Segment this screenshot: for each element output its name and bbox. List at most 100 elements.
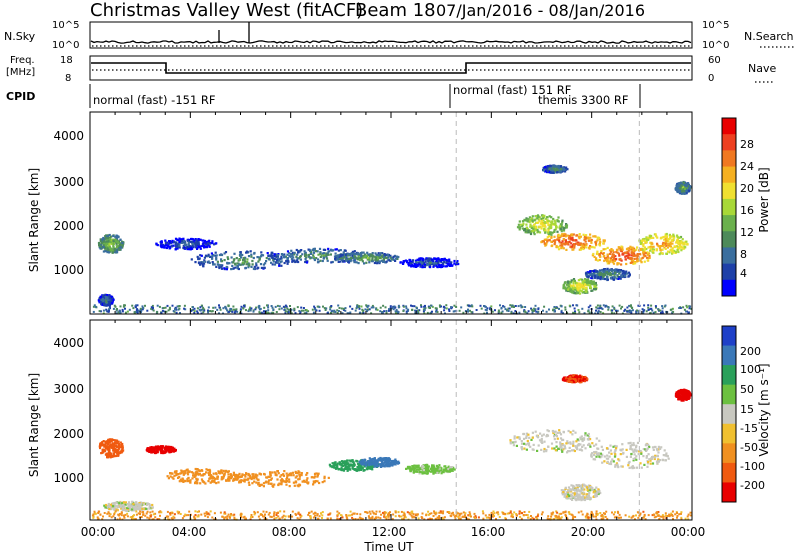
velocity-cell <box>116 440 118 442</box>
power-cell <box>378 254 380 256</box>
power-cell <box>527 219 529 221</box>
power-cell <box>219 254 221 256</box>
power-ground-cell <box>361 306 363 308</box>
cpid-panel: CPID normal (fast) -151 RF normal (fast)… <box>6 83 640 108</box>
power-ground-cell <box>383 310 385 312</box>
velocity-cell <box>276 478 278 480</box>
power-cell <box>250 266 252 268</box>
power-ground-cell <box>240 308 242 310</box>
power-cell <box>183 240 185 242</box>
power-cell <box>334 258 336 260</box>
power-cell <box>267 255 269 257</box>
velocity-cell <box>283 470 285 472</box>
power-cell <box>685 241 687 243</box>
power-cell <box>643 240 645 242</box>
power-cell <box>600 252 602 254</box>
power-cell <box>178 245 180 247</box>
power-cell <box>106 304 108 306</box>
power-cell <box>605 269 607 271</box>
power-cell <box>357 257 359 259</box>
power-ground-cell <box>689 307 691 309</box>
power-cell <box>378 252 380 254</box>
power-cell <box>646 257 648 259</box>
power-ground-cell <box>231 311 233 313</box>
power-cell <box>168 246 170 248</box>
power-ground-cell <box>208 306 210 308</box>
power-cell <box>106 235 108 237</box>
power-ground-cell <box>533 308 535 310</box>
power-ground-cell <box>183 308 185 310</box>
power-cell <box>345 260 347 262</box>
power-ground-cell <box>467 309 469 311</box>
power-ground-cell <box>377 309 379 311</box>
velocity-cell <box>285 478 287 480</box>
power-cell <box>236 257 238 259</box>
power-cell <box>327 254 329 256</box>
velocity-cell <box>387 458 389 460</box>
velocity-cell <box>298 471 300 473</box>
power-cell <box>558 240 560 242</box>
velocity-cell <box>207 480 209 482</box>
power-cell <box>636 246 638 248</box>
power-ground-cell <box>159 306 161 308</box>
power-cell <box>540 218 542 220</box>
power-cell <box>614 272 616 274</box>
velocity-cell <box>382 464 384 466</box>
power-ground-cell <box>407 309 409 311</box>
power-cell <box>684 188 686 190</box>
power-ground-cell <box>234 311 236 313</box>
power-cell <box>175 248 177 250</box>
power-cell <box>571 245 573 247</box>
power-ground-cell <box>201 309 203 311</box>
power-cell <box>209 243 211 245</box>
power-ground-cell <box>356 306 358 308</box>
power-cell <box>683 182 685 184</box>
power-ground-cell <box>537 308 539 310</box>
power-ground-cell <box>162 310 164 312</box>
power-cell <box>604 248 606 250</box>
power-cell <box>195 240 197 242</box>
velocity-cell <box>231 476 233 478</box>
power-ground-cell <box>483 305 485 307</box>
power-cell <box>603 240 605 242</box>
power-ground-cell <box>443 306 445 308</box>
power-cell <box>608 262 610 264</box>
power-cell <box>534 229 536 231</box>
power-cell <box>371 257 373 259</box>
power-cell <box>538 226 540 228</box>
power-ground-cell <box>542 310 544 312</box>
power-cell <box>592 253 594 255</box>
power-cell <box>537 231 539 233</box>
power-cell <box>246 261 248 263</box>
power-cell <box>425 261 427 263</box>
power-cell <box>297 251 299 253</box>
beam-label: Beam 18 <box>355 0 436 21</box>
freq-trace <box>91 63 691 73</box>
power-cell <box>169 241 171 243</box>
power-ground-cell <box>576 305 578 307</box>
power-cell <box>559 235 561 237</box>
power-cell <box>103 240 105 242</box>
power-cell <box>618 246 620 248</box>
velocity-cell <box>390 463 392 465</box>
velocity-cell <box>323 480 325 482</box>
power-cell <box>601 269 603 271</box>
power-ground-cell <box>276 311 278 313</box>
velocity-cell <box>352 466 354 468</box>
velocity-cell <box>172 450 174 452</box>
power-cell <box>680 249 682 251</box>
power-cell <box>632 247 634 249</box>
power-cell <box>585 291 587 293</box>
power-ground-cell <box>303 307 305 309</box>
power-ground-cell <box>119 310 121 312</box>
power-cell <box>534 219 536 221</box>
power-ground-cell <box>137 311 139 313</box>
velocity-cell <box>248 482 250 484</box>
velocity-cell <box>171 476 173 478</box>
power-cell <box>260 251 262 253</box>
power-ground-cell <box>600 311 602 313</box>
power-ground-cell <box>197 307 199 309</box>
power-ground-cell <box>611 312 613 314</box>
power-ground-cell <box>259 309 261 311</box>
power-ground-cell <box>297 306 299 308</box>
